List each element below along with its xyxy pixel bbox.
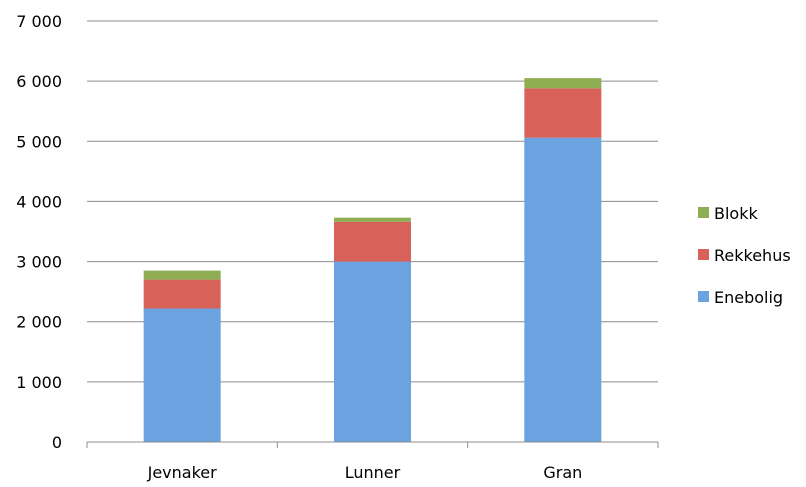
bar-rekkehus-lunner <box>334 221 411 262</box>
axes <box>86 441 659 448</box>
x-tick-label: Jevnaker <box>147 463 218 482</box>
y-tick-label: 4 000 <box>16 192 62 211</box>
x-tick-labels: Jevnaker Lunner Gran <box>147 463 583 482</box>
y-tick-label: 1 000 <box>16 373 62 392</box>
y-tick-label: 7 000 <box>16 12 62 31</box>
x-tick-label: Lunner <box>345 463 401 482</box>
y-tick-label: 0 <box>52 433 62 452</box>
bar-enebolig-gran <box>524 137 602 443</box>
bar-rekkehus-gran <box>524 88 602 138</box>
legend-swatch-blokk <box>698 207 709 218</box>
x-tick-label: Gran <box>543 463 582 482</box>
bars <box>143 78 602 443</box>
bar-rekkehus-jevnaker <box>143 279 221 309</box>
legend-swatch-rekkehus <box>698 249 709 260</box>
y-tick-labels: 0 1 000 2 000 3 000 4 000 5 000 6 000 7 000 <box>16 12 62 452</box>
y-tick-label: 2 000 <box>16 313 62 332</box>
bar-blokk-gran <box>524 78 602 89</box>
legend-label-blokk: Blokk <box>714 204 758 223</box>
bar-blokk-lunner <box>334 217 411 222</box>
y-tick-label: 3 000 <box>16 253 62 272</box>
legend-label-rekkehus: Rekkehus <box>714 246 791 265</box>
legend-swatch-enebolig <box>698 291 709 302</box>
y-tick-label: 6 000 <box>16 72 62 91</box>
legend: Blokk Rekkehus Enebolig <box>698 204 791 307</box>
bar-enebolig-lunner <box>334 261 411 442</box>
bar-enebolig-jevnaker <box>143 308 221 442</box>
legend-label-enebolig: Enebolig <box>714 288 783 307</box>
bar-blokk-jevnaker <box>143 270 221 280</box>
y-tick-label: 5 000 <box>16 132 62 151</box>
